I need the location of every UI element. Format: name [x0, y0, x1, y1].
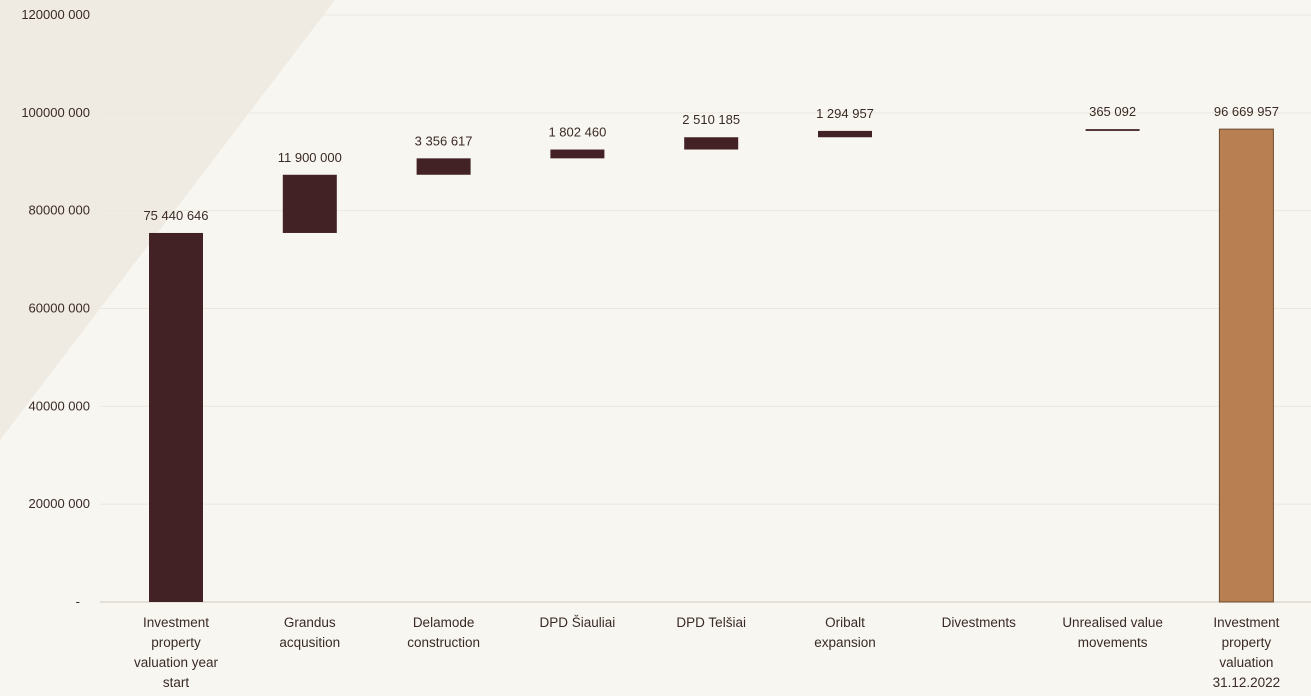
delta-bar — [416, 158, 471, 175]
bar-value-label: 1 294 957 — [816, 106, 874, 121]
x-category-label: Grandus acqusition — [279, 615, 340, 650]
y-tick-label: 100000 000 — [21, 105, 90, 120]
total-bar — [149, 232, 203, 602]
bar-value-label: 3 356 617 — [415, 133, 473, 148]
y-tick-label: 60000 000 — [29, 301, 90, 316]
gridlines — [100, 14, 1311, 505]
x-category-label-line: construction — [407, 635, 480, 650]
x-category-label: Divestments — [942, 615, 1017, 630]
bar-value-label: 75 440 646 — [143, 208, 208, 223]
delta-bar — [684, 137, 739, 150]
delta-bar — [282, 174, 337, 233]
x-category-label: Oribalt expansion — [814, 615, 876, 650]
y-tick-label: 40000 000 — [29, 398, 90, 413]
y-tick-label: - — [76, 594, 80, 609]
y-axis: - 20000 000 40000 000 60000 000 80000 000 100… — [21, 7, 1311, 609]
x-category-label-line: Grandus — [284, 615, 336, 630]
x-category-label-line: property — [1222, 635, 1272, 650]
x-category-label-line: expansion — [814, 635, 876, 650]
x-category-label-line: Divestments — [942, 615, 1017, 630]
x-category-label-line: property — [151, 635, 201, 650]
total-bar — [1218, 128, 1274, 603]
x-category-label-line: 31.12.2022 — [1213, 675, 1281, 690]
x-category-label-line: DPD Telšiai — [676, 615, 746, 630]
background-decor-shape — [0, 0, 335, 440]
x-category-label-line: valuation year — [134, 655, 219, 670]
delta-bar — [1085, 129, 1140, 131]
bar-value-label: 96 669 957 — [1214, 104, 1279, 119]
bar-value-label: 365 092 — [1089, 104, 1136, 119]
delta-bar — [550, 149, 605, 159]
x-category-label-line: Oribalt — [825, 615, 865, 630]
bar-value-label: 11 900 000 — [278, 150, 342, 165]
x-category-label: Unrealised value movements — [1062, 615, 1163, 650]
x-category-label: DPD Telšiai — [676, 615, 746, 630]
bars — [149, 128, 1274, 603]
x-category-label-line: movements — [1078, 635, 1148, 650]
x-category-label: Delamode construction — [407, 615, 480, 650]
x-category-label: Investment property valuation 31.12.2022 — [1213, 615, 1281, 690]
x-category-label: DPD Šiauliai — [540, 615, 616, 630]
y-tick-label: 120000 000 — [21, 7, 90, 22]
x-category-label: Investment property valuation year start — [134, 615, 219, 690]
bar-value-label: 1 802 460 — [548, 125, 606, 140]
x-axis-categories: Investment property valuation year start Gra… — [134, 615, 1280, 690]
delta-bar — [818, 130, 872, 138]
x-category-label-line: start — [163, 675, 190, 690]
x-category-label-line: Investment — [1213, 615, 1279, 630]
x-category-label-line: acqusition — [279, 635, 340, 650]
x-category-label-line: valuation — [1219, 655, 1273, 670]
x-category-label-line: Delamode — [413, 615, 475, 630]
data-labels: 75 440 646 11 900 000 3 356 617 1 802 460 2 … — [143, 104, 1278, 223]
x-category-label-line: Unrealised value — [1062, 615, 1163, 630]
y-tick-label: 20000 000 — [29, 496, 90, 511]
bar-value-label: 2 510 185 — [682, 112, 740, 127]
x-category-label-line: DPD Šiauliai — [540, 615, 616, 630]
x-category-label-line: Investment — [143, 615, 209, 630]
y-tick-label: 80000 000 — [29, 203, 90, 218]
